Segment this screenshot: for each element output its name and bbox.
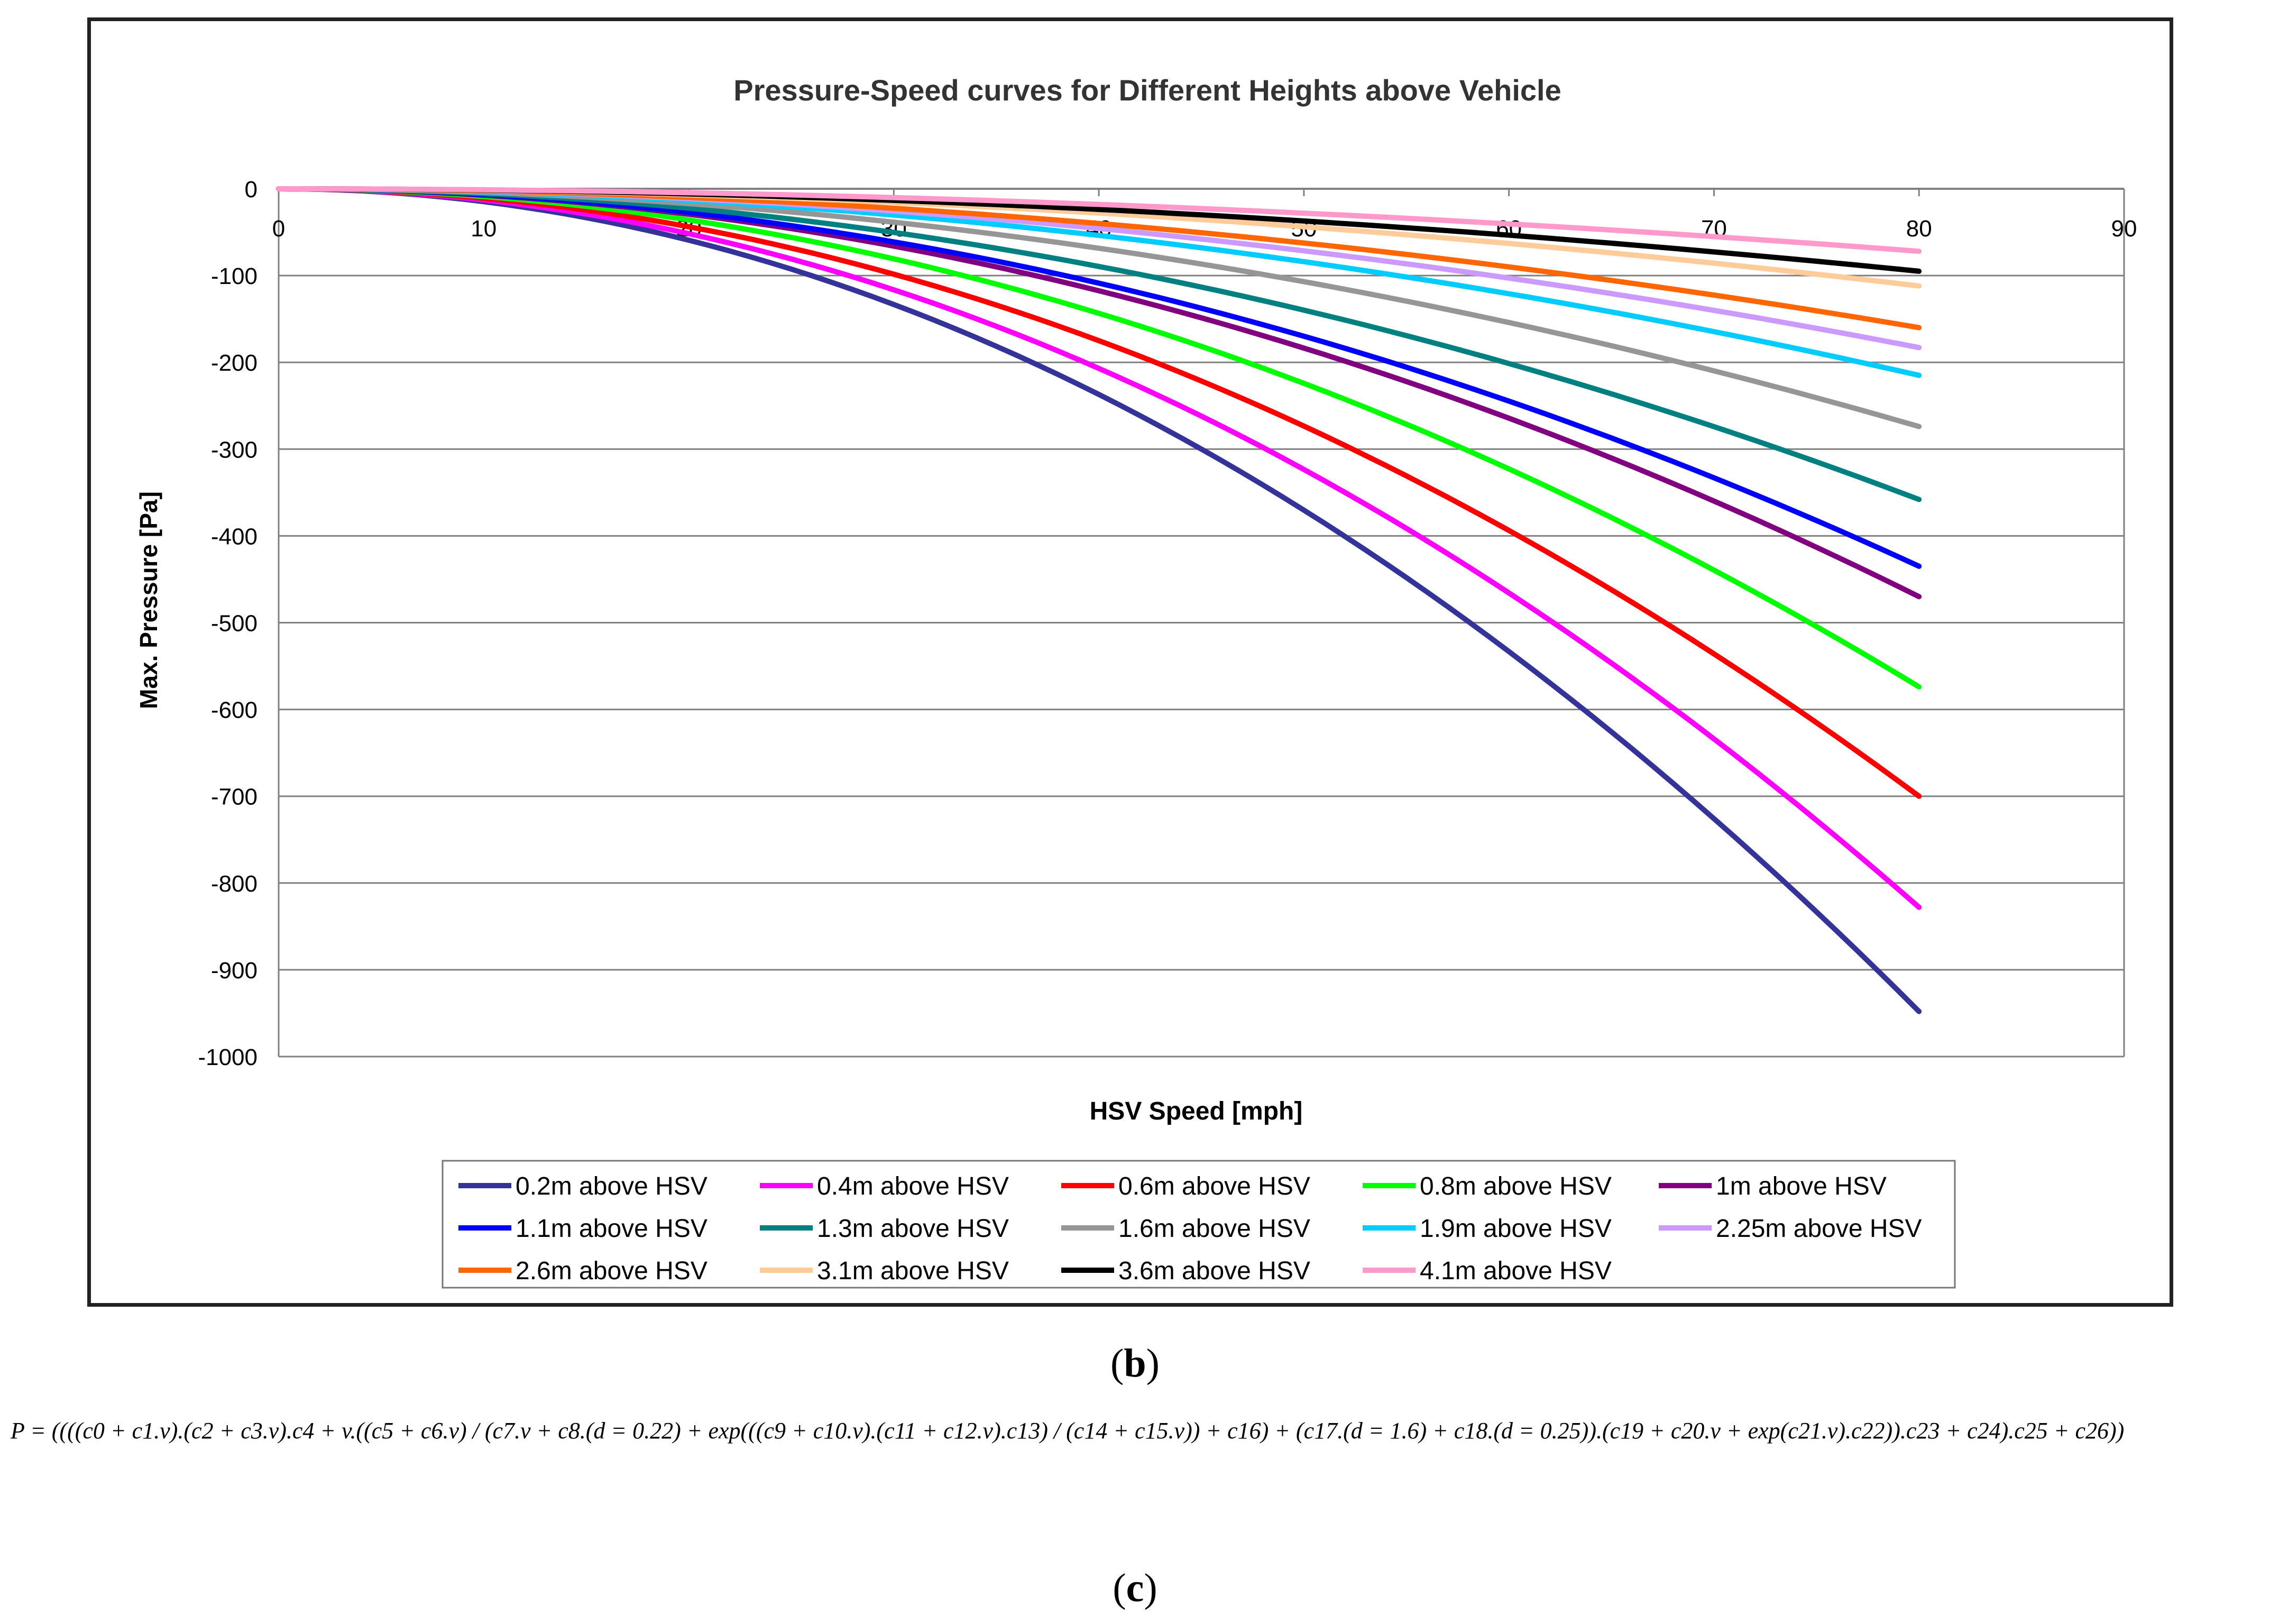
legend-label: 2.6m above HSV	[516, 1257, 707, 1285]
series-line-5	[276, 186, 1922, 569]
y-tick-label: -100	[211, 263, 258, 289]
grid-layer	[278, 188, 2125, 1058]
panel-b-close: )	[1146, 1341, 1160, 1386]
x-tick-label: 10	[471, 216, 497, 242]
legend-label: 0.4m above HSV	[817, 1172, 1009, 1200]
y-tick-label: -200	[211, 350, 258, 376]
panel-label-b: (b)	[0, 1341, 2270, 1387]
legend: 0.2m above HSV 0.4m above HSV 0.6m above H…	[442, 1160, 1956, 1289]
panel-b-letter: b	[1124, 1341, 1146, 1386]
y-tick-label: -700	[211, 784, 258, 810]
panel-c-letter: c	[1126, 1566, 1144, 1610]
series-layer	[276, 186, 1922, 1014]
formula-text: P = ((((c0 + c1.v).(c2 + c3.v).c4 + v.((…	[11, 1418, 2125, 1444]
legend-label: 4.1m above HSV	[1420, 1257, 1612, 1285]
panel-c-open: (	[1113, 1566, 1126, 1610]
y-tick-label: 0	[245, 177, 258, 203]
legend-label: 3.1m above HSV	[817, 1257, 1009, 1285]
formula-block: P = ((((c0 + c1.v).(c2 + c3.v).c4 + v.((…	[11, 1386, 2258, 1523]
y-tick-label: -900	[211, 958, 258, 984]
y-tick-label: -300	[211, 437, 258, 463]
legend-box	[442, 1160, 1956, 1289]
legend-label: 1.1m above HSV	[516, 1215, 707, 1243]
legend-label: 1.9m above HSV	[1420, 1215, 1612, 1243]
y-tick-label: -600	[211, 698, 258, 723]
y-tick-label: -1000	[198, 1044, 258, 1070]
chart-svg: Pressure-Speed curves for Different Heig…	[135, 74, 2137, 1289]
y-tick-label: -500	[211, 611, 258, 637]
series-line-2	[276, 186, 1922, 799]
panel-label-c: (c)	[0, 1565, 2270, 1611]
series-line-3	[276, 186, 1922, 690]
panel-c-close: )	[1144, 1566, 1157, 1610]
series-line-1	[276, 186, 1922, 910]
x-axis-label: HSV Speed [mph]	[1090, 1097, 1303, 1125]
chart-frame: Pressure-Speed curves for Different Heig…	[87, 17, 2173, 1307]
legend-label: 1.3m above HSV	[817, 1215, 1009, 1243]
x-tick-label: 90	[2111, 216, 2137, 242]
legend-label: 0.8m above HSV	[1420, 1172, 1612, 1200]
legend-label: 1m above HSV	[1716, 1172, 1887, 1200]
y-axis-label: Max. Pressure [Pa]	[135, 491, 162, 709]
y-tick-label: -400	[211, 524, 258, 549]
x-tick-label: 80	[1906, 216, 1932, 242]
panel-b-open: (	[1110, 1341, 1124, 1386]
x-tick-label: 0	[272, 216, 285, 242]
legend-label: 0.2m above HSV	[516, 1172, 707, 1200]
series-line-13	[276, 186, 1922, 254]
legend-label: 2.25m above HSV	[1716, 1215, 1922, 1243]
legend-label: 3.6m above HSV	[1118, 1257, 1310, 1285]
chart-title: Pressure-Speed curves for Different Heig…	[733, 74, 1561, 107]
legend-label: 1.6m above HSV	[1118, 1215, 1310, 1243]
legend-label: 0.6m above HSV	[1118, 1172, 1310, 1200]
series-line-0	[276, 186, 1922, 1014]
y-tick-label: -800	[211, 871, 258, 897]
